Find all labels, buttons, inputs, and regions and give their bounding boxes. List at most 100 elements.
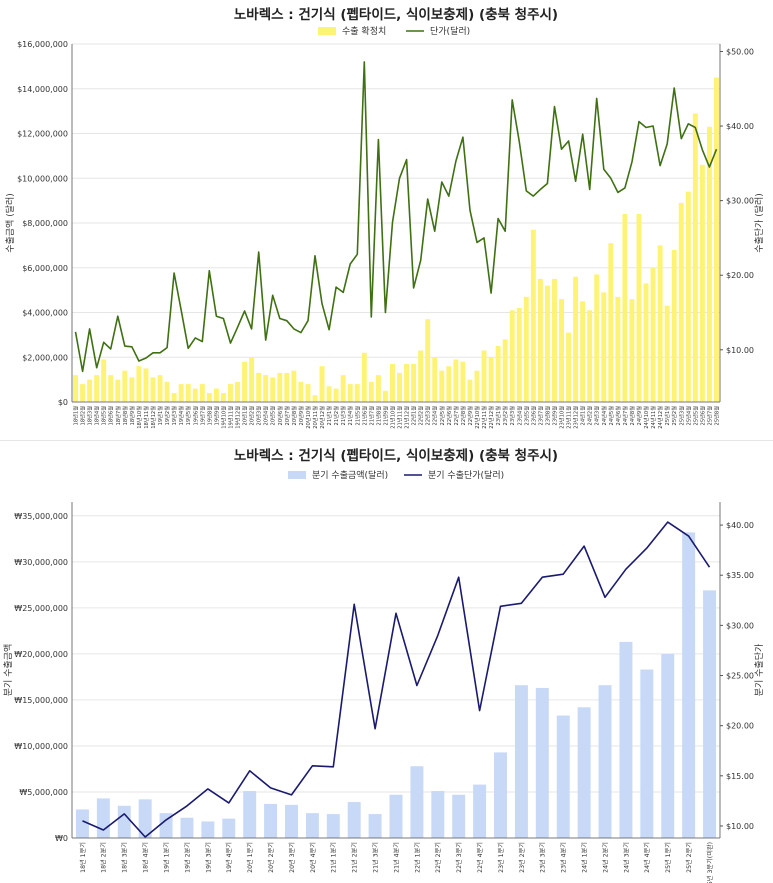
bar <box>291 370 297 402</box>
x-tick-label: 22년11월 <box>480 406 488 429</box>
x-tick-label: 18년 2분기 <box>100 842 108 873</box>
x-tick-label: 18년2월 <box>79 406 87 426</box>
y-tick-label: $6,000,000 <box>22 264 68 273</box>
x-tick-label: 21년3월 <box>339 406 347 426</box>
y-tick-label: $16,000,000 <box>17 40 68 49</box>
y-tick-label: ₩25,000,000 <box>14 604 68 613</box>
bar <box>263 375 269 402</box>
bar <box>559 299 564 402</box>
bar <box>481 350 487 402</box>
x-tick-label: 24년1월 <box>579 406 587 426</box>
bar <box>256 372 262 402</box>
bar <box>418 350 424 402</box>
bar <box>608 243 614 402</box>
bar <box>228 384 233 402</box>
y-tick-label: ₩15,000,000 <box>14 696 68 705</box>
x-tick-label: 22년8월 <box>459 406 467 426</box>
bar <box>213 388 219 402</box>
x-tick-label: 19년 3분기 <box>204 842 212 873</box>
bar <box>577 707 591 838</box>
x-tick-label: 22년3월 <box>424 406 432 426</box>
x-tick-label: 25년8월 <box>713 406 721 426</box>
bar <box>192 388 198 402</box>
bar <box>580 301 586 402</box>
bar <box>354 384 360 402</box>
x-tick-label: 23년7월 <box>536 406 544 426</box>
y-tick-label: $4,000,000 <box>22 309 68 318</box>
x-tick-label: 24년12월 <box>656 406 664 429</box>
bar <box>138 799 152 838</box>
bar <box>657 245 663 402</box>
bar <box>523 296 529 402</box>
bar <box>692 113 698 403</box>
y2-tick-label: $30.00 <box>726 621 754 630</box>
x-tick-label: 24년5월 <box>607 406 615 426</box>
y-tick-label: ₩0 <box>55 834 68 843</box>
y2-tick-label: $10.00 <box>726 346 754 355</box>
y-tick-label: ₩20,000,000 <box>14 650 68 659</box>
x-tick-label: 23년8월 <box>543 406 551 426</box>
x-tick-label: 18년10월 <box>135 406 143 429</box>
bar <box>446 366 452 402</box>
bar <box>706 126 712 402</box>
x-tick-label: 18년8월 <box>121 406 129 426</box>
x-tick-label: 24년9월 <box>635 406 643 426</box>
bar <box>537 278 543 402</box>
x-tick-label: 18년 3분기 <box>121 842 129 873</box>
x-tick-label: 23년4월 <box>515 406 523 426</box>
bar <box>108 375 114 402</box>
bar <box>150 377 156 402</box>
monthly-export-chart: 노바렉스 : 건기식 (펩타이드, 식이보충제) (충북 청주시) 수출 확정치 단… <box>4 6 765 429</box>
x-tick-label: 20년10월 <box>304 406 312 429</box>
bar <box>201 821 215 838</box>
bar <box>264 803 278 838</box>
bar <box>514 685 528 838</box>
y-tick-label: $10,000,000 <box>17 174 68 183</box>
bar <box>410 766 424 838</box>
bar <box>277 372 283 402</box>
x-tick-label: 25년4월 <box>684 406 692 426</box>
x-tick-label: 21년1월 <box>325 406 333 426</box>
legend: 분기 수출금액(달러) 분기 수출단가(달러) <box>288 469 504 481</box>
x-tick-label: 19년2월 <box>163 406 171 426</box>
bar <box>502 339 508 402</box>
bar <box>94 375 100 402</box>
x-tick-label: 25년6월 <box>698 406 706 426</box>
x-tick-label: 21년 2분기 <box>351 842 359 873</box>
x-tick-label: 24년 2분기 <box>601 842 609 873</box>
chart-divider <box>0 440 773 441</box>
bar <box>222 818 236 838</box>
x-tick-label: 23년12월 <box>572 406 580 429</box>
bar <box>136 366 142 402</box>
bar <box>411 363 417 402</box>
bar <box>650 267 656 402</box>
x-tick-label: 18년9월 <box>128 406 136 426</box>
x-tick-label: 20년 2분기 <box>267 842 275 873</box>
x-tick-label: 21년6월 <box>360 406 368 426</box>
bar <box>164 381 170 402</box>
x-tick-label: 22년 4분기 <box>476 842 484 873</box>
x-tick-label: 21년10월 <box>389 406 397 429</box>
chart-title: 노바렉스 : 건기식 (펩타이드, 식이보충제) (충북 청주시) <box>234 6 558 23</box>
x-tick-label: 19년5월 <box>184 406 192 426</box>
x-tick-label: 18년5월 <box>100 406 108 426</box>
x-tick-label: 23년 1분기 <box>497 842 505 873</box>
bar <box>682 532 696 838</box>
x-tick-label: 21년9월 <box>381 406 389 426</box>
x-tick-label: 24년11월 <box>649 406 657 429</box>
bar <box>643 283 649 402</box>
bar <box>206 393 212 402</box>
bar <box>80 384 86 402</box>
bar <box>636 214 642 402</box>
bar <box>678 202 684 402</box>
x-tick-label: 20년6월 <box>276 406 284 426</box>
legend: 수출 확정치 단가(달러) <box>318 25 470 37</box>
bar <box>242 361 248 402</box>
bar <box>452 794 466 838</box>
y-tick-label: $2,000,000 <box>22 353 68 362</box>
x-tick-label: 19년 1분기 <box>162 842 170 873</box>
y2-axis-title: 수출단가 (달러) <box>753 193 765 253</box>
x-tick-label: 18년7월 <box>114 406 122 426</box>
bar <box>249 357 255 402</box>
x-tick-label: 21년8월 <box>374 406 382 426</box>
